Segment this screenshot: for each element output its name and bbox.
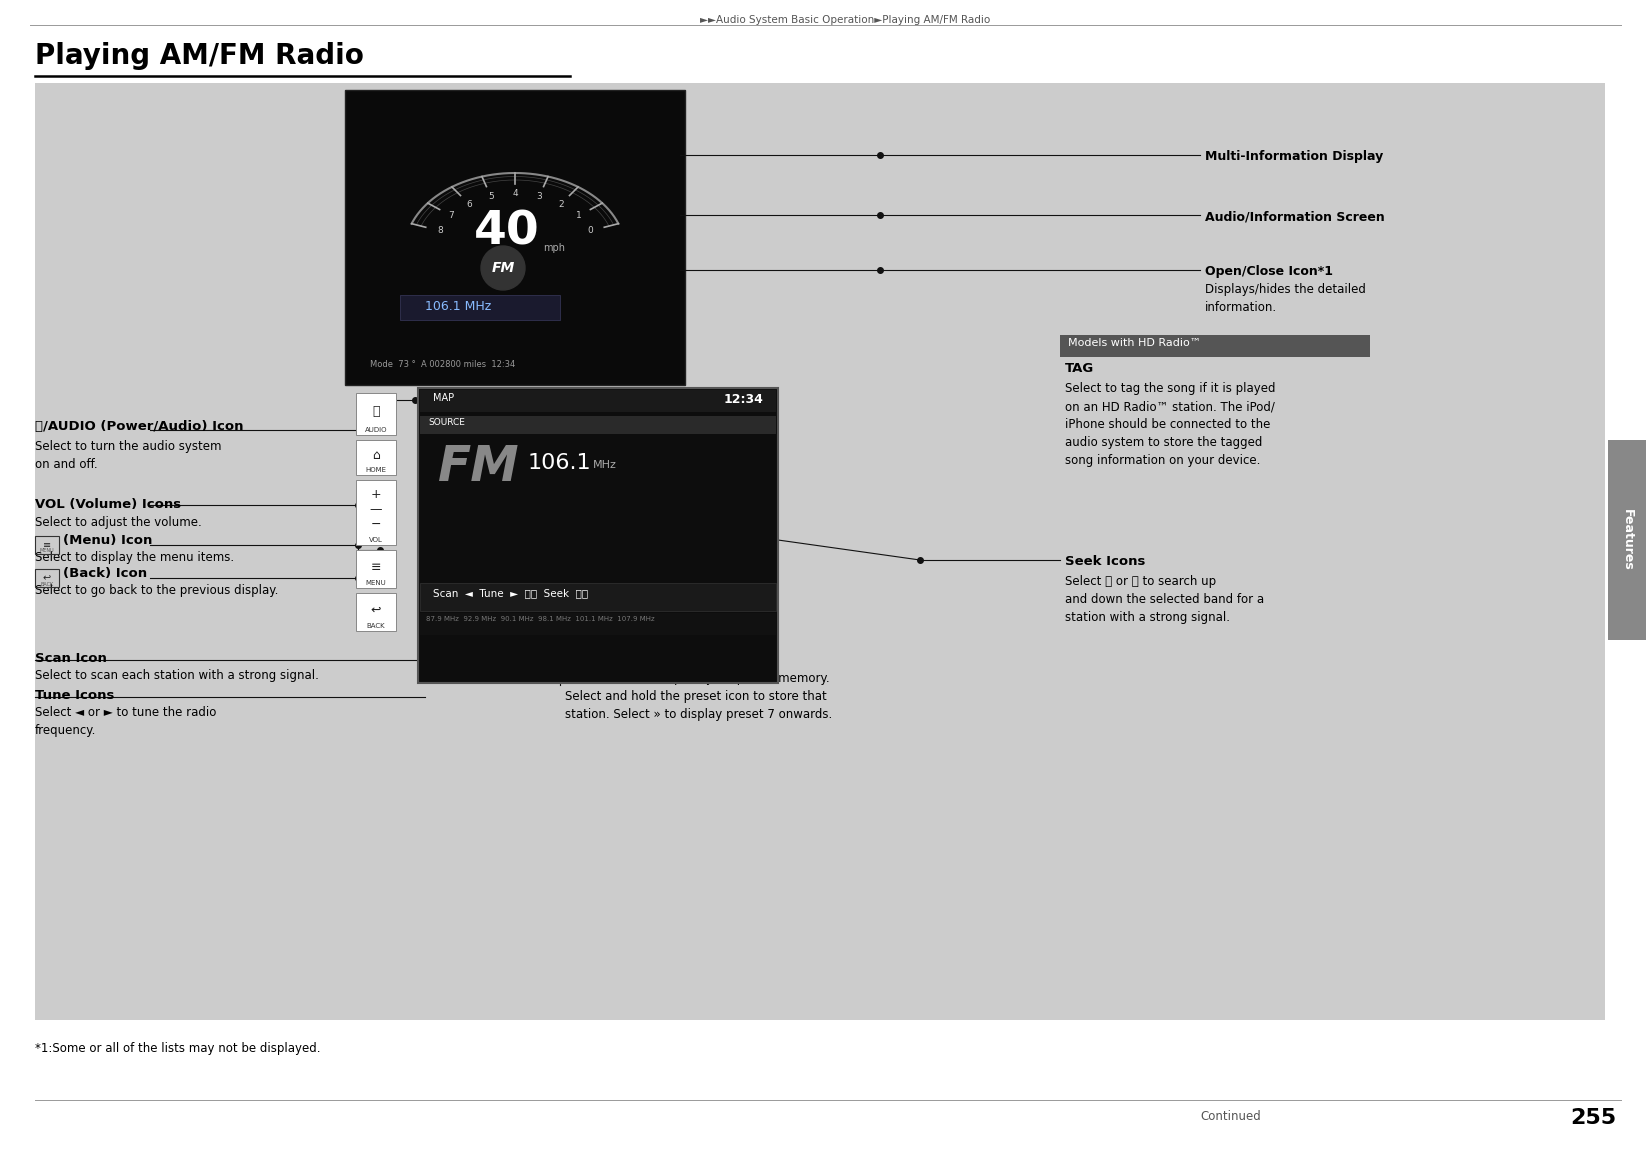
Text: 106.1 MHz: 106.1 MHz	[424, 300, 492, 314]
Text: *1:Some or all of the lists may not be displayed.: *1:Some or all of the lists may not be d…	[35, 1042, 320, 1055]
Text: 87.9 MHz  92.9 MHz  90.1 MHz  98.1 MHz  101.1 MHz  107.9 MHz: 87.9 MHz 92.9 MHz 90.1 MHz 98.1 MHz 101.…	[426, 616, 655, 622]
Text: Multi-Information Display: Multi-Information Display	[1205, 150, 1384, 163]
Text: Tune the radio frequency for preset memory.
Select and hold the preset icon to s: Tune the radio frequency for preset memo…	[565, 672, 832, 721]
Text: ≡: ≡	[43, 540, 51, 550]
Bar	[419, 390, 776, 412]
Bar	[418, 388, 778, 683]
Text: FM: FM	[438, 443, 520, 491]
Text: Audio/Information Screen: Audio/Information Screen	[1205, 211, 1385, 223]
Bar	[419, 583, 776, 611]
Text: Continued: Continued	[1200, 1110, 1261, 1123]
Text: Select ◄ or ► to tune the radio
frequency.: Select ◄ or ► to tune the radio frequenc…	[35, 706, 216, 737]
Bar	[35, 569, 59, 587]
Text: MENU: MENU	[40, 548, 54, 553]
Text: TAG: TAG	[1065, 362, 1095, 375]
Text: +
—
−: + — −	[370, 488, 383, 531]
Text: 5: 5	[489, 192, 494, 201]
Text: Features: Features	[1621, 509, 1633, 570]
Text: Models with HD Radio™: Models with HD Radio™	[1068, 338, 1200, 348]
Text: MHz: MHz	[593, 460, 617, 470]
Text: Select ⏮ or ⏭ to search up
and down the selected band for a
station with a stron: Select ⏮ or ⏭ to search up and down the …	[1065, 575, 1265, 624]
Text: SOURCE: SOURCE	[428, 418, 466, 427]
Text: Select to tag the song if it is played
on an HD Radio™ station. The iPod/
iPhone: Select to tag the song if it is played o…	[1065, 382, 1276, 467]
Text: AUDIO: AUDIO	[365, 427, 388, 433]
Text: 12:34: 12:34	[723, 393, 763, 406]
Text: Select to turn the audio system
on and off.: Select to turn the audio system on and o…	[35, 440, 221, 471]
Text: BACK: BACK	[40, 582, 53, 587]
Bar	[35, 536, 59, 554]
Text: Playing AM/FM Radio: Playing AM/FM Radio	[35, 42, 363, 71]
Circle shape	[480, 246, 525, 290]
Text: Scan  ◄  Tune  ►  ⏮⏮  Seek  ⏭⏭: Scan ◄ Tune ► ⏮⏮ Seek ⏭⏭	[433, 588, 588, 598]
Text: 106.1: 106.1	[528, 454, 591, 473]
Text: VOL (Volume) Icons: VOL (Volume) Icons	[35, 498, 182, 511]
Text: 8: 8	[438, 227, 442, 235]
Text: mph: mph	[543, 243, 565, 253]
Bar	[419, 613, 776, 635]
Bar	[357, 550, 396, 588]
Text: 4: 4	[512, 190, 518, 199]
Bar	[1060, 336, 1370, 358]
Text: 40: 40	[474, 209, 540, 255]
Text: Tune Icons: Tune Icons	[35, 690, 114, 702]
Text: Select to display the menu items.: Select to display the menu items.	[35, 551, 234, 563]
Text: Select to go back to the previous display.: Select to go back to the previous displa…	[35, 584, 279, 597]
Text: BACK: BACK	[367, 622, 385, 629]
Text: ⌂: ⌂	[371, 449, 380, 463]
Text: Preset Icons: Preset Icons	[565, 655, 657, 668]
Text: Seek Icons: Seek Icons	[1065, 555, 1146, 568]
Text: ≡: ≡	[371, 561, 381, 574]
Text: Mode  73 °  A 002800 miles  12:34: Mode 73 ° A 002800 miles 12:34	[370, 360, 515, 369]
Text: Select to adjust the volume.: Select to adjust the volume.	[35, 516, 201, 529]
Bar	[357, 594, 396, 631]
Text: ⏻: ⏻	[371, 405, 380, 419]
Text: (Back) Icon: (Back) Icon	[63, 567, 147, 580]
Text: Scan Icon: Scan Icon	[35, 653, 107, 665]
Bar	[400, 295, 560, 320]
Text: ↩: ↩	[43, 573, 51, 583]
Text: MENU: MENU	[365, 580, 386, 585]
Bar	[1608, 440, 1646, 640]
Text: Displays/hides the detailed
information.: Displays/hides the detailed information.	[1205, 283, 1365, 314]
Text: 7: 7	[449, 212, 454, 221]
Text: 1: 1	[576, 212, 581, 221]
Text: 255: 255	[1570, 1108, 1616, 1128]
Text: 3: 3	[537, 192, 542, 201]
Bar	[35, 83, 1605, 1020]
Text: Open/Close Icon*1: Open/Close Icon*1	[1205, 265, 1332, 278]
Text: 0: 0	[588, 227, 593, 235]
Text: MAP: MAP	[433, 393, 454, 403]
Text: FM: FM	[492, 261, 515, 275]
Text: VOL: VOL	[370, 537, 383, 543]
Text: 2: 2	[558, 200, 563, 208]
Text: Select to scan each station with a strong signal.: Select to scan each station with a stron…	[35, 669, 319, 681]
Bar	[357, 440, 396, 476]
Bar	[345, 90, 685, 385]
Bar	[419, 417, 776, 434]
Text: ⏻/AUDIO (Power/Audio) Icon: ⏻/AUDIO (Power/Audio) Icon	[35, 420, 243, 433]
Text: (Menu) Icon: (Menu) Icon	[63, 535, 152, 547]
Bar	[357, 393, 396, 435]
Bar	[357, 480, 396, 545]
Text: 6: 6	[466, 200, 472, 208]
Text: HOME: HOME	[365, 467, 386, 473]
Text: ↩: ↩	[371, 604, 381, 617]
Text: ►►Audio System Basic Operation►Playing AM/FM Radio: ►►Audio System Basic Operation►Playing A…	[700, 15, 991, 25]
